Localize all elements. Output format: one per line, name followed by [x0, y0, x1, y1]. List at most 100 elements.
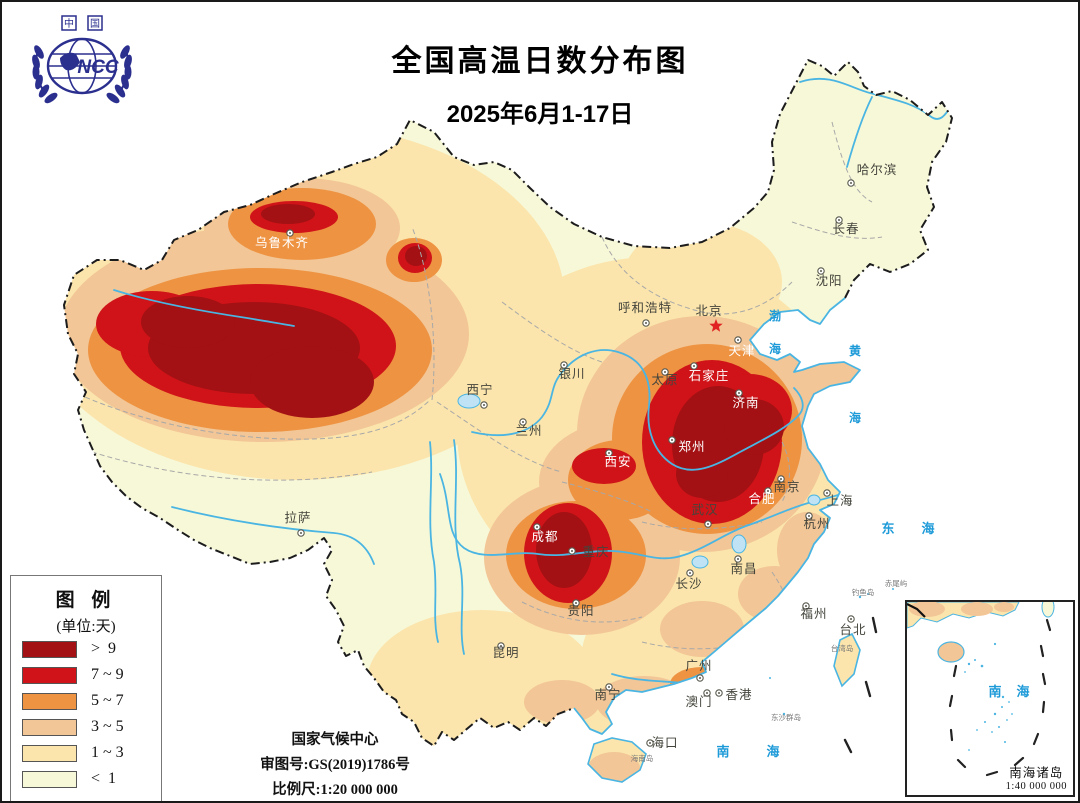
city-label: 银川 [558, 367, 585, 381]
city-marker-dot [707, 523, 709, 525]
footer-approval: 审图号:GS(2019)1786号 [260, 757, 410, 773]
city-label: 北京 [695, 304, 722, 318]
city-label: 合肥 [748, 491, 775, 506]
city-label: 石家庄 [689, 368, 730, 383]
city-label: 上海 [826, 493, 853, 508]
inset-hainan [937, 641, 965, 663]
city-label: 西安 [604, 454, 631, 469]
city-label: 澳门 [685, 694, 712, 709]
legend-swatch [22, 640, 77, 658]
legend-label: 7 ~ 9 [91, 666, 124, 683]
city-label: 兰州 [515, 424, 542, 438]
city-label: 呼和浩特 [618, 300, 672, 315]
city-marker-dot [738, 392, 740, 394]
legend-box: 图 例 (单位:天) > 9 7 ~ 9 5 ~ 7 3 ~ 5 1 ~ 3 < 1 [10, 575, 162, 801]
inset-scale-text: 1:40 000 000 [1005, 781, 1067, 792]
legend-label: 1 ~ 3 [91, 744, 124, 761]
inset-heat-patches [909, 602, 1014, 617]
city-marker-dot [718, 692, 720, 694]
hainan-island [587, 737, 647, 783]
logo-ncc-text: NCC [77, 57, 118, 78]
city-marker-dot [300, 532, 302, 534]
inset-island-dots [964, 642, 1013, 751]
land-shape [60, 52, 80, 71]
legend-item: 7 ~ 9 [11, 662, 161, 688]
city-marker-dot [500, 645, 502, 647]
legend-swatch [22, 666, 77, 684]
city-label: 福州 [800, 606, 827, 621]
national-border [63, 59, 953, 747]
footer-block: 国家气候中心 审图号:GS(2019)1786号 比例尺:1:20 000 00… [230, 728, 440, 801]
city-label: 杭州 [803, 516, 830, 531]
logo-cn-left: 中 [64, 17, 74, 30]
legend-unit: (单位:天) [56, 619, 116, 635]
island-label: 钓鱼岛 [852, 587, 875, 597]
sea-labels: 渤海 黄海东 海南海 [716, 308, 934, 759]
inset-nine-dash [948, 618, 1052, 777]
city-marker-dot [289, 232, 291, 234]
city-marker-dot [608, 452, 610, 454]
capital-star-marker [709, 319, 723, 332]
city-label: 西宁 [466, 382, 493, 397]
lakes [457, 393, 821, 569]
city-marker-dot [767, 490, 769, 492]
city-marker-dot [737, 558, 739, 560]
legend-rows: > 9 7 ~ 9 5 ~ 7 3 ~ 5 1 ~ 3 < 1 [11, 636, 161, 792]
footer-agency: 国家气候中心 [291, 732, 379, 748]
city-marker-dot [737, 339, 739, 341]
legend-label: < 1 [91, 770, 117, 787]
city-marker-dot [536, 526, 538, 528]
legend-swatch [22, 744, 77, 762]
city-marker-dot [805, 605, 807, 607]
sea-label: 海 [769, 341, 781, 356]
city-label: 太原 [651, 372, 678, 387]
city-label: 哈尔滨 [857, 162, 898, 177]
city-label: 广州 [685, 659, 712, 673]
legend-item: > 9 [11, 636, 161, 662]
inset-taiwan [1041, 602, 1055, 618]
inset-sea-label: 南海 [988, 684, 1029, 699]
legend-label: 5 ~ 7 [91, 692, 124, 709]
city-label: 昆明 [492, 646, 519, 660]
legend-title: 图 例 [55, 590, 117, 611]
legend-item: 3 ~ 5 [11, 714, 161, 740]
globe-icon [46, 37, 118, 95]
city-marker-dot [826, 492, 828, 494]
legend-swatch [22, 718, 77, 736]
ncc-logo: 中 国 NCC [26, 14, 138, 108]
footer-scale: 比例尺:1:20 000 000 [272, 782, 398, 798]
city-label: 台北 [839, 622, 866, 637]
city-label: 海口 [651, 735, 678, 750]
legend-item: 1 ~ 3 [11, 740, 161, 766]
city-label: 香港 [725, 688, 752, 702]
sea-label: 南 [716, 744, 729, 759]
city-label: 济南 [732, 395, 759, 410]
city-label: 乌鲁木齐 [255, 235, 309, 250]
city-marker-dot [820, 270, 822, 272]
city-marker-dot [563, 364, 565, 366]
island-label: 赤尾屿 [885, 579, 908, 588]
city-label: 武汉 [691, 503, 718, 517]
province-borders [77, 121, 883, 663]
city-marker-dot [645, 322, 647, 324]
city-marker-dot [608, 686, 610, 688]
city-marker-dot [838, 219, 840, 221]
city-label: 重庆 [582, 544, 609, 559]
legend-item: < 1 [11, 766, 161, 792]
small-island-dots [769, 588, 894, 716]
inset-name: 南海诸岛 [1009, 766, 1064, 780]
rivers [113, 77, 952, 694]
city-marker-dot [850, 182, 852, 184]
city-marker-dot [706, 692, 708, 694]
city-label: 沈阳 [815, 273, 842, 288]
city-label: 郑州 [678, 439, 705, 454]
city-marker-dot [671, 439, 673, 441]
laurel-left-icon [32, 45, 58, 104]
island-label: 台湾岛 [831, 643, 854, 653]
city-marker-dot [664, 371, 666, 373]
city-marker-dot [850, 618, 852, 620]
island-label: 海南岛 [631, 753, 654, 763]
